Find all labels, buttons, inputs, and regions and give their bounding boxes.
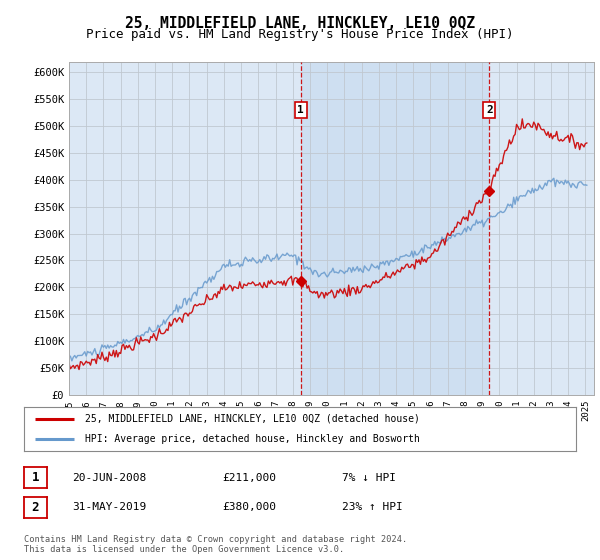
- Text: £211,000: £211,000: [222, 473, 276, 483]
- Text: 1: 1: [32, 471, 39, 484]
- Text: £380,000: £380,000: [222, 502, 276, 512]
- Text: 20-JUN-2008: 20-JUN-2008: [72, 473, 146, 483]
- Text: 2: 2: [32, 501, 39, 514]
- Text: 7% ↓ HPI: 7% ↓ HPI: [342, 473, 396, 483]
- Text: 2: 2: [486, 105, 493, 115]
- Text: 31-MAY-2019: 31-MAY-2019: [72, 502, 146, 512]
- Bar: [301, 62, 490, 395]
- Text: 25, MIDDLEFIELD LANE, HINCKLEY, LE10 0QZ (detached house): 25, MIDDLEFIELD LANE, HINCKLEY, LE10 0QZ…: [85, 414, 419, 424]
- Text: 1: 1: [298, 105, 304, 115]
- Text: 23% ↑ HPI: 23% ↑ HPI: [342, 502, 403, 512]
- Text: HPI: Average price, detached house, Hinckley and Bosworth: HPI: Average price, detached house, Hinc…: [85, 434, 419, 444]
- Text: 25, MIDDLEFIELD LANE, HINCKLEY, LE10 0QZ: 25, MIDDLEFIELD LANE, HINCKLEY, LE10 0QZ: [125, 16, 475, 31]
- Text: Price paid vs. HM Land Registry's House Price Index (HPI): Price paid vs. HM Land Registry's House …: [86, 28, 514, 41]
- Text: Contains HM Land Registry data © Crown copyright and database right 2024.
This d: Contains HM Land Registry data © Crown c…: [24, 535, 407, 554]
